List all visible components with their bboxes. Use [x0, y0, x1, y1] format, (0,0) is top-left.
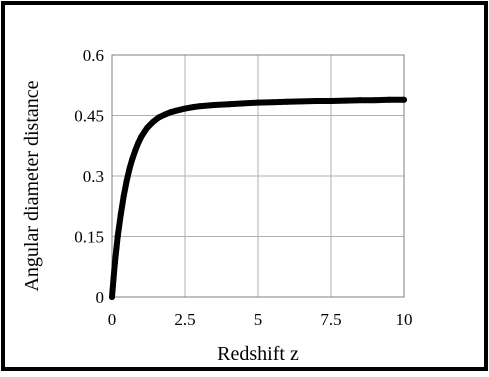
data-point [167, 109, 174, 116]
y-tick-label: 0.3 [83, 167, 104, 186]
data-point [371, 97, 378, 104]
data-point [126, 165, 133, 172]
data-point [173, 107, 180, 114]
outer-border [1, 1, 488, 371]
y-axis-label: Angular diameter distance [21, 80, 43, 291]
data-point [110, 275, 117, 282]
data-point [161, 111, 168, 118]
x-tick-label: 7.5 [320, 310, 341, 329]
data-point [109, 294, 115, 300]
data-point [298, 98, 305, 105]
y-tick-label: 0.15 [74, 228, 104, 247]
data-point [240, 100, 247, 107]
x-axis-label: Redshift z [217, 343, 299, 365]
data-point [129, 155, 136, 162]
data-point [132, 147, 139, 154]
series-layer [109, 96, 407, 300]
data-point [155, 114, 162, 121]
y-tick-label: 0 [96, 288, 105, 307]
data-point [111, 259, 118, 266]
data-point [138, 133, 145, 140]
x-tick-label: 2.5 [174, 310, 195, 329]
data-point [401, 96, 407, 103]
x-tick-label: 0 [108, 310, 117, 329]
data-point [269, 99, 276, 106]
data-point [135, 139, 142, 146]
data-point [386, 96, 393, 103]
data-point [284, 98, 291, 105]
y-tick-label: 0.45 [74, 107, 104, 126]
data-point [211, 102, 218, 109]
data-point [149, 118, 156, 125]
y-tick-label: 0.6 [83, 46, 104, 65]
data-point [182, 105, 188, 112]
data-point [313, 97, 320, 104]
x-tick-label: 10 [396, 310, 413, 329]
data-point [144, 125, 151, 132]
plot-area [111, 54, 405, 298]
data-point [113, 245, 120, 252]
data-point [255, 99, 261, 106]
data-point [123, 178, 130, 185]
x-tick-label: 5 [254, 310, 263, 329]
data-point [357, 97, 364, 104]
data-point [328, 97, 334, 104]
data-point [342, 97, 349, 104]
data-point [196, 103, 203, 110]
data-point [120, 193, 127, 200]
data-point [117, 211, 124, 218]
data-point [225, 101, 232, 108]
tick-labels: 0 2.5 5 7.5 10 0 0.15 0.3 0.45 0.6 [74, 46, 412, 329]
data-point [190, 104, 197, 111]
data-point [114, 232, 121, 239]
